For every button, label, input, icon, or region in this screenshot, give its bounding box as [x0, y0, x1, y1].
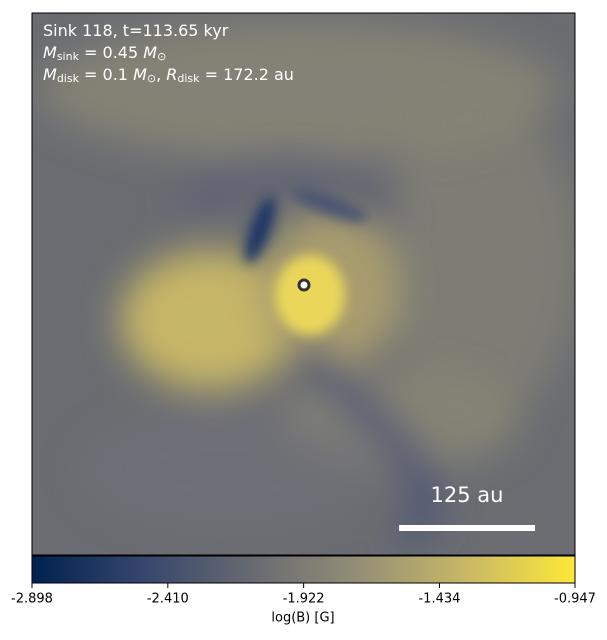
annotation-text: M: [43, 43, 57, 62]
annotation-text: = 172.2 au: [200, 65, 294, 84]
annotation-text: M: [43, 65, 57, 84]
colorbar: [31, 555, 576, 584]
annotation-text: disk: [177, 72, 200, 85]
scale-bar-label: 125 au: [431, 483, 504, 507]
sink-marker: [297, 278, 311, 292]
field-image: [32, 13, 575, 555]
colorbar-tick-label: -1.434: [418, 592, 460, 607]
annotation-text: R: [166, 65, 177, 84]
colorbar-tick-label: -1.922: [283, 592, 325, 607]
annotation-text: = 0.1: [79, 65, 133, 84]
colorbar-label: log(B) [G]: [271, 611, 334, 626]
colorbar-tick-label: -2.410: [147, 592, 189, 607]
annotation-text: sink: [57, 50, 80, 63]
scale-bar: [399, 525, 535, 531]
annotation-text: Sink 118, t=113.65 kyr: [43, 21, 229, 40]
annotation-text: disk: [57, 72, 80, 85]
colorbar-tick-label: -2.898: [11, 592, 53, 607]
colorbar-axis: -2.898 -2.410 -1.922 -1.434 -0.947: [11, 583, 596, 607]
colorbar-tick-label: -0.947: [554, 592, 596, 607]
annotation-line: Sink 118, t=113.65 kyr: [43, 21, 229, 40]
annotation-line: Msink = 0.45 M⊙: [43, 43, 166, 64]
annotation-text: ⊙: [147, 72, 156, 85]
frame: [31, 12, 576, 556]
annotation-text: ,: [156, 65, 166, 84]
annotation-text: ⊙: [157, 50, 166, 63]
annotation-text: M: [143, 43, 157, 62]
annotation-line: Mdisk = 0.1 M⊙, Rdisk = 172.2 au: [43, 65, 294, 86]
annotation-text: M: [133, 65, 147, 84]
annotation-text: = 0.45: [79, 43, 143, 62]
